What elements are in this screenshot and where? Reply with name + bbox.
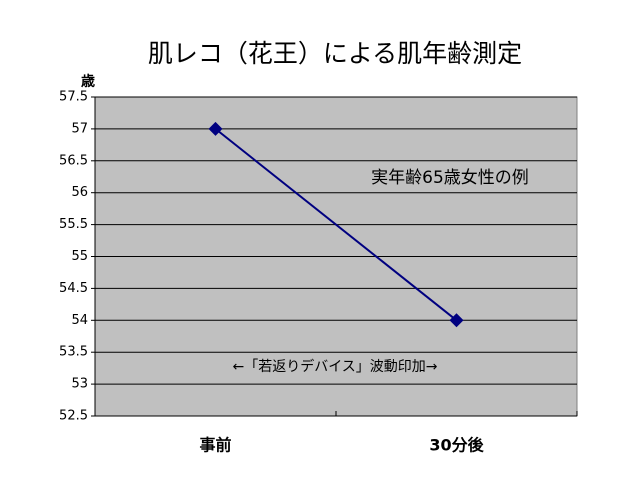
y-tick-label: 53.5 — [59, 345, 88, 360]
y-tick-label: 56.5 — [59, 153, 88, 168]
y-tick-label: 54.5 — [59, 281, 88, 296]
chart-title: 肌レコ（花王）による肌年齢測定 — [148, 39, 522, 68]
y-tick-label: 55.5 — [59, 217, 88, 232]
series-line — [214, 128, 458, 322]
y-axis-label: 歳 — [81, 73, 95, 90]
data-marker — [208, 121, 223, 136]
y-tick-label: 57.5 — [59, 90, 88, 105]
x-tick-label: 事前 — [199, 436, 231, 455]
y-tick-label: 55 — [71, 249, 88, 264]
y-tick-label: 52.5 — [59, 409, 88, 424]
annotation: ←「若返りデバイス」波動印加→ — [232, 358, 437, 375]
data-marker — [449, 313, 464, 328]
annotation: 実年齢65歳女性の例 — [371, 168, 529, 188]
y-tick-label: 56 — [71, 185, 88, 200]
y-tick-label: 53 — [71, 377, 88, 392]
y-tick-label: 54 — [71, 313, 88, 328]
y-tick-label: 57 — [71, 121, 88, 136]
x-tick-label: 30分後 — [429, 436, 484, 455]
